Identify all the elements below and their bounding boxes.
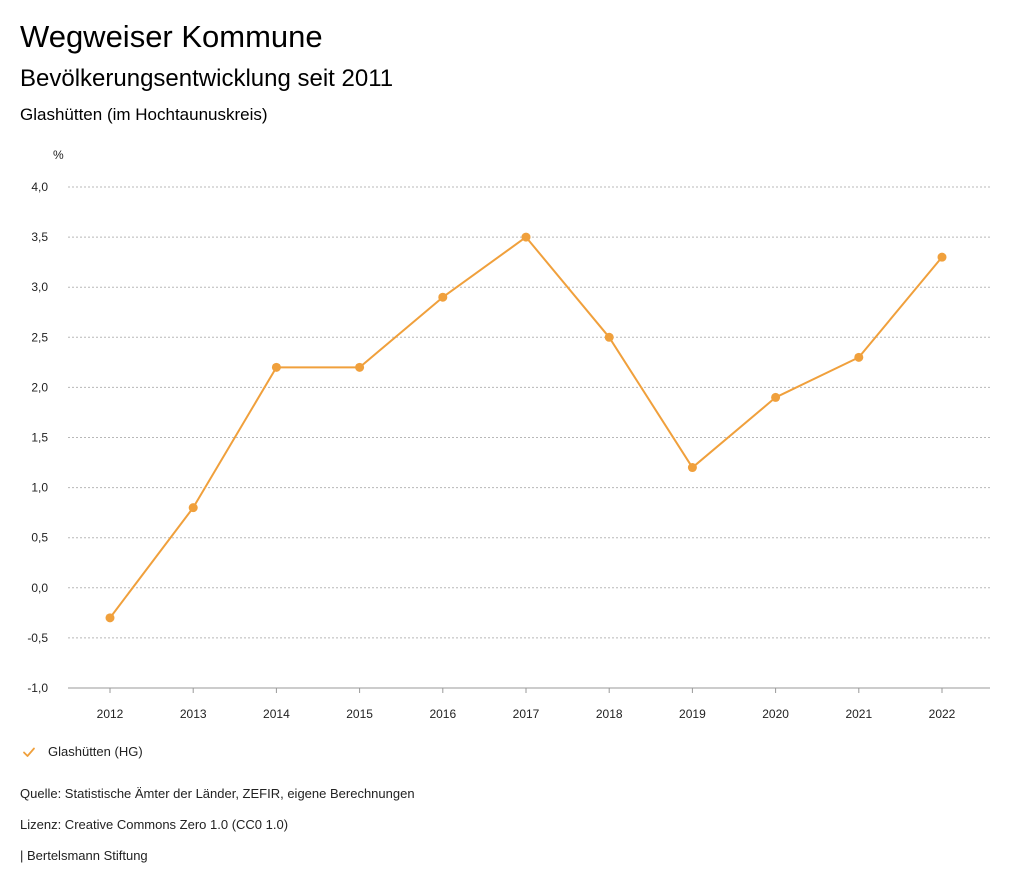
data-point [604,332,614,342]
chart-subtitle: Bevölkerungsentwicklung seit 2011 [20,65,394,92]
data-point [438,292,448,302]
legend-label: Glashütten (HG) [48,744,143,759]
line-chart: % -1,0 -0,5 0,0 0,5 1,0 1,5 2,0 2,5 3,0 3,5 4,0 20… [27,148,990,721]
data-point [687,463,697,473]
brand-note: | Bertelsmann Stiftung [20,848,148,863]
source-note: Quelle: Statistische Ämter der Länder, Z… [20,786,415,801]
x-tick-label: 2015 [346,707,373,721]
y-tick-label: 2,0 [31,380,48,394]
series-line [109,236,943,619]
legend[interactable]: Glashütten (HG) [22,744,143,759]
page-title: Wegweiser Kommune [20,19,323,54]
data-point [105,613,115,623]
x-tick-label: 2014 [263,707,290,721]
data-point [355,362,365,372]
y-tick-label: 4,0 [31,180,48,194]
grid-lines [68,186,990,689]
x-tick-label: 2021 [845,707,872,721]
y-tick-label: 3,0 [31,280,48,294]
x-tick-label: 2018 [596,707,623,721]
x-tick-label: 2013 [180,707,207,721]
y-tick-label: 0,0 [31,581,48,595]
x-tick-label: 2020 [762,707,789,721]
x-tick-label: 2012 [97,707,124,721]
license-note: Lizenz: Creative Commons Zero 1.0 (CC0 1… [20,817,289,832]
y-tick-label: 0,5 [31,531,48,545]
region-label: Glashütten (im Hochtaunuskreis) [20,105,268,124]
check-icon [23,747,35,757]
x-axis-labels: 2012 2013 2014 2015 2016 2017 2018 2019 2020 2021… [97,707,956,721]
y-tick-label: 1,5 [31,431,48,445]
data-point [521,232,531,242]
x-axis-ticks [109,688,943,693]
y-tick-label: 2,5 [31,330,48,344]
data-point [188,503,198,513]
y-tick-label: -0,5 [27,631,48,645]
x-tick-label: 2022 [929,707,956,721]
y-axis-labels: -1,0 -0,5 0,0 0,5 1,0 1,5 2,0 2,5 3,0 3,5 4,0 [27,180,48,695]
x-tick-label: 2019 [679,707,706,721]
x-tick-label: 2017 [513,707,540,721]
data-point [937,252,947,262]
data-point [771,392,781,402]
y-axis-unit: % [53,148,64,162]
series-layer [105,232,947,623]
y-tick-label: 1,0 [31,481,48,495]
y-tick-label: 3,5 [31,230,48,244]
y-tick-label: -1,0 [27,681,48,695]
data-point [271,362,281,372]
x-tick-label: 2016 [429,707,456,721]
data-point [854,352,864,362]
